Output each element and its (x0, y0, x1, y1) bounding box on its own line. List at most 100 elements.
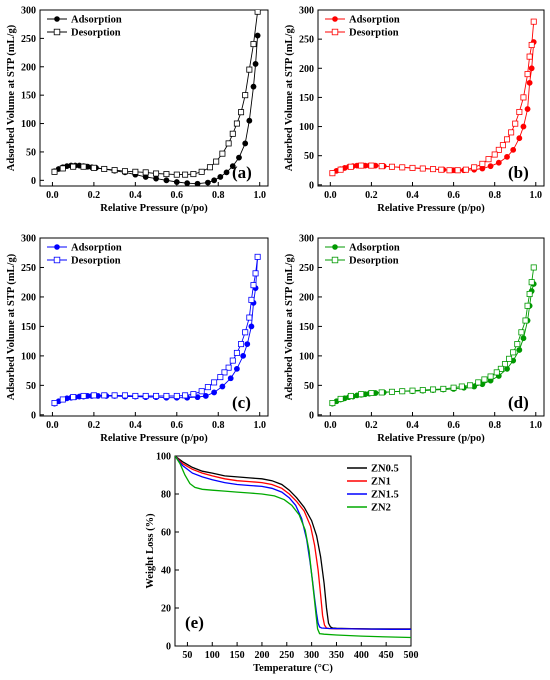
plot-area (329, 18, 537, 177)
x-tick-label: 1.0 (253, 190, 266, 201)
data-point (520, 94, 527, 101)
x-tick-label: 0.0 (46, 420, 59, 431)
data-point (248, 323, 255, 330)
chart-panel-2: 0.0 0.2 0.4 0.6 0.8 1.0 0 50 100 150 200 250 300 Rela… (284, 6, 545, 214)
legend-marker (332, 244, 338, 250)
y-tick-label: 300 (299, 6, 314, 17)
x-tick-label: 1.0 (530, 190, 543, 201)
chart-panel-1: 0.0 0.2 0.4 0.6 0.8 1.0 0 50 100 150 200 250 300 Rela… (6, 6, 269, 214)
data-point (499, 142, 506, 149)
y-tick-label: 100 (21, 351, 36, 362)
y-axis-label: Adsorbed Volume at STP (mL/g) (284, 24, 295, 171)
data-point (51, 400, 58, 407)
data-point (111, 167, 118, 174)
data-point (516, 108, 523, 115)
data-point (514, 341, 521, 348)
data-point (101, 165, 108, 172)
data-point (430, 386, 437, 393)
x-tick-label: 1.0 (253, 420, 266, 431)
x-tick-label: 0.2 (88, 420, 101, 431)
data-point (219, 150, 226, 157)
data-point (90, 164, 97, 171)
data-point (526, 53, 533, 60)
x-tick-label: 0.4 (406, 190, 419, 201)
y-tick-label: 250 (21, 263, 36, 274)
data-point (522, 317, 529, 324)
data-point (250, 41, 257, 48)
data-point (510, 146, 517, 153)
y-tick-label: 40 (161, 566, 171, 577)
data-point (368, 162, 375, 169)
data-point (250, 282, 257, 289)
panel-label: (e) (185, 613, 204, 632)
data-point (213, 158, 220, 165)
data-point (190, 391, 197, 398)
y-tick-label: 20 (161, 604, 171, 615)
data-point (487, 373, 494, 380)
x-tick-label: 200 (254, 650, 269, 661)
data-point (234, 365, 240, 372)
plot-frame (317, 237, 545, 417)
data-point (206, 164, 213, 171)
data-point (173, 179, 180, 185)
data-point (409, 387, 416, 394)
data-point (142, 169, 149, 176)
data-point (244, 341, 251, 347)
panel-label: (a) (232, 163, 252, 182)
y-tick-label: 250 (299, 263, 314, 274)
series-line-desorption (54, 256, 259, 404)
data-point (467, 382, 474, 389)
legend-label: Desorption (71, 28, 121, 39)
x-tick-label: 0.6 (447, 190, 460, 201)
data-point (419, 165, 426, 172)
data-point (347, 163, 354, 170)
data-point (524, 302, 531, 309)
data-point (242, 329, 249, 336)
data-point (516, 135, 523, 142)
data-point (524, 71, 531, 78)
x-tick-label: 300 (304, 650, 319, 661)
x-tick-label: 0.8 (212, 190, 225, 201)
data-point (497, 365, 504, 372)
data-point (252, 61, 259, 67)
data-point (221, 369, 228, 376)
data-point (446, 167, 453, 174)
x-tick-label: 0.0 (46, 190, 59, 201)
x-tick-label: 0.8 (488, 420, 501, 431)
data-point (246, 66, 253, 73)
series-line-adsorption (332, 283, 535, 404)
series-line-adsorption (54, 35, 259, 185)
data-point (524, 106, 531, 112)
data-point (219, 383, 226, 390)
data-point (358, 162, 365, 169)
x-tick-label: 0.4 (129, 190, 142, 201)
data-point (368, 390, 375, 397)
legend-marker (331, 256, 339, 264)
panel-label: (b) (508, 163, 529, 182)
data-point (90, 392, 97, 399)
plot-area (329, 264, 537, 407)
data-point (250, 83, 257, 90)
legend-marker (331, 28, 339, 36)
legend-marker (332, 16, 338, 22)
data-point (520, 335, 527, 342)
data-point (526, 79, 533, 86)
data-point (485, 156, 492, 163)
x-axis-label: Relative Pressure (p/po) (100, 203, 208, 214)
data-point (236, 154, 242, 161)
legend-label: Adsorption (349, 15, 400, 26)
legend-label: Adsorption (71, 243, 122, 254)
x-axis-label: Temperature (°C) (253, 663, 333, 674)
data-point (358, 391, 365, 398)
data-point (337, 166, 344, 173)
data-point (252, 270, 259, 277)
data-point (229, 130, 236, 137)
data-point (242, 92, 249, 99)
x-tick-label: 0.2 (88, 190, 101, 201)
legend-label: ZN0.5 (371, 464, 399, 475)
plot-frame (39, 237, 269, 417)
series-line-desorption (332, 267, 535, 404)
data-point (211, 177, 218, 184)
chart-panel-3: 0.0 0.2 0.4 0.6 0.8 1.0 0 50 100 150 200 250 300 Rela… (6, 234, 269, 444)
plot-frame (317, 9, 545, 187)
